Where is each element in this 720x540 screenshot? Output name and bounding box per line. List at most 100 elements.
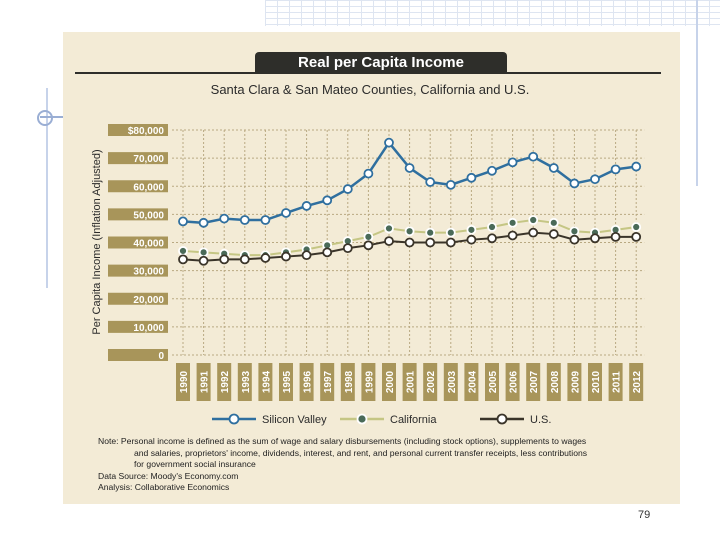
data-point — [342, 184, 353, 194]
data-point — [384, 137, 394, 148]
decorative-vertical-rule — [46, 88, 48, 288]
legend-marker — [356, 413, 368, 425]
legend-entry: Silicon Valley — [212, 413, 327, 426]
data-point — [548, 217, 559, 228]
y-tick-box — [108, 349, 168, 361]
data-point — [631, 161, 642, 172]
y-tick-label: 10,000 — [133, 323, 164, 334]
x-tick-box — [340, 363, 355, 401]
data-point — [260, 215, 271, 225]
y-tick-box — [108, 320, 168, 333]
x-tick-box — [361, 363, 376, 401]
x-tick-group: 1996 — [299, 363, 314, 401]
data-point — [528, 227, 539, 238]
y-tick-label: 0 — [158, 351, 164, 362]
data-point — [404, 163, 415, 173]
x-tick-group: 2002 — [423, 363, 438, 401]
data-point — [507, 217, 518, 228]
x-tick-label: 2005 — [488, 370, 499, 393]
x-tick-label: 2007 — [529, 370, 540, 393]
data-point — [466, 172, 477, 183]
x-tick-group: 2009 — [567, 363, 582, 401]
data-point — [384, 223, 394, 234]
x-tick-box — [196, 363, 211, 401]
x-tick-label: 1995 — [282, 370, 293, 393]
data-point — [445, 237, 456, 248]
x-tick-label: 1990 — [179, 370, 190, 393]
data-point — [466, 234, 477, 245]
x-tick-label: 2002 — [426, 370, 437, 393]
x-tick-label: 2008 — [550, 370, 561, 393]
x-tick-group: 1990 — [176, 363, 190, 401]
x-tick-label: 2009 — [570, 370, 581, 393]
x-tick-group: 1994 — [258, 363, 273, 401]
x-tick-label: 1996 — [303, 370, 314, 393]
chart-title: Real per Capita Income — [255, 52, 507, 74]
x-tick-group: 2006 — [505, 363, 520, 401]
data-point — [219, 254, 230, 265]
data-point — [363, 168, 374, 179]
note-line-3: for government social insurance — [134, 459, 256, 469]
y-axis-label: Per Capita Income (Inflation Adjusted) — [91, 149, 103, 334]
legend-entry: U.S. — [480, 413, 551, 426]
legend-label: California — [390, 414, 437, 426]
chart-notes: Note: Personal income is defined as the … — [98, 436, 658, 494]
x-tick-label: 1991 — [200, 370, 211, 393]
y-tick-box — [108, 124, 168, 136]
x-tick-group: 2001 — [402, 363, 417, 401]
data-point — [363, 240, 374, 251]
x-tick-label: 2011 — [612, 371, 623, 393]
x-tick-box — [299, 363, 314, 401]
x-tick-group: 1997 — [320, 363, 335, 401]
data-point — [425, 227, 436, 238]
data-point — [301, 201, 312, 211]
x-tick-box — [443, 363, 458, 401]
y-tick-box — [108, 292, 168, 305]
data-point — [466, 224, 477, 235]
legend-marker — [228, 413, 240, 425]
data-point — [528, 215, 539, 225]
x-tick-box — [237, 363, 252, 401]
data-point — [445, 227, 456, 238]
x-tick-box — [464, 363, 479, 401]
decorative-grid-header — [265, 0, 720, 26]
x-tick-group: 2004 — [464, 363, 479, 401]
y-tick-label: 20,000 — [133, 295, 164, 306]
x-tick-group: 1998 — [340, 363, 355, 401]
legend-label: Silicon Valley — [262, 414, 327, 426]
x-tick-group: 2007 — [526, 363, 541, 401]
x-tick-group: 1999 — [361, 363, 376, 401]
data-point — [322, 247, 333, 258]
data-point — [445, 179, 456, 190]
x-tick-box — [402, 363, 417, 401]
x-tick-group: 2010 — [588, 363, 602, 401]
data-point — [569, 226, 580, 237]
data-point — [487, 165, 497, 176]
data-point — [425, 237, 436, 248]
x-tick-box — [567, 363, 582, 401]
x-tick-box — [423, 363, 438, 401]
x-tick-box — [629, 363, 644, 401]
data-point — [178, 216, 188, 227]
x-tick-label: 2010 — [591, 370, 602, 393]
data-point — [631, 222, 642, 232]
data-point — [487, 222, 497, 232]
x-tick-box — [588, 363, 602, 401]
decorative-right-rule — [696, 0, 698, 186]
x-tick-box — [217, 363, 232, 401]
x-tick-label: 1998 — [344, 370, 355, 393]
y-tick-label: 40,000 — [133, 239, 164, 250]
x-tick-group: 2003 — [443, 363, 458, 401]
x-tick-label: 2004 — [467, 370, 478, 393]
x-tick-group: 1995 — [279, 363, 293, 401]
data-point — [507, 157, 518, 168]
x-tick-group: 2011 — [608, 363, 623, 401]
data-point — [590, 233, 600, 244]
y-tick-label: 30,000 — [133, 267, 164, 278]
x-tick-label: 2001 — [406, 370, 417, 393]
x-tick-group: 1991 — [196, 363, 211, 401]
data-point — [322, 195, 333, 206]
data-point — [363, 231, 374, 242]
legend-marker — [496, 413, 508, 425]
data-point — [384, 236, 394, 246]
